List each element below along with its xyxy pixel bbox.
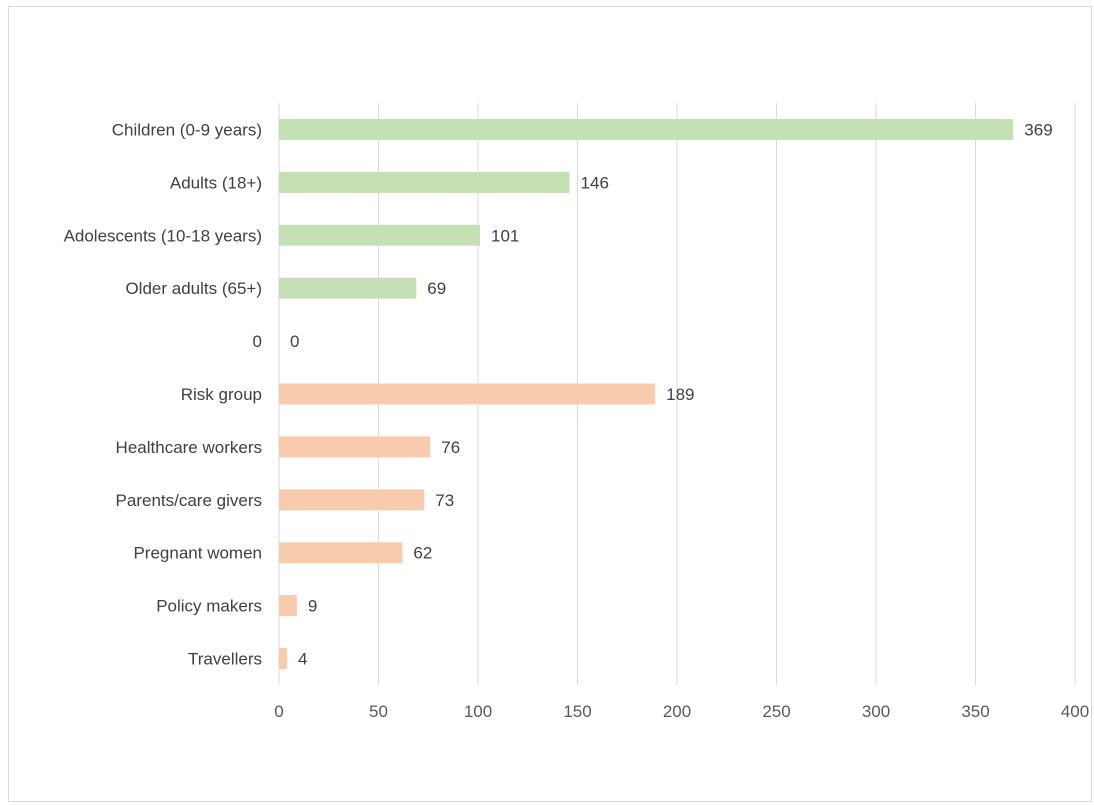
data-label: 69 <box>427 279 446 298</box>
data-label: 4 <box>298 650 307 669</box>
bar <box>279 489 425 511</box>
x-axis-tick-labels: 0 50 100 150 200 250 300 350 400 <box>274 702 1089 721</box>
data-label: 73 <box>435 491 454 510</box>
data-label: 189 <box>666 385 694 404</box>
data-label: 369 <box>1024 120 1052 139</box>
category-label: Healthcare workers <box>116 438 262 457</box>
category-label: Older adults (65+) <box>125 279 262 298</box>
category-label: Pregnant women <box>133 544 262 563</box>
bar <box>279 383 656 405</box>
category-label: Parents/care givers <box>116 491 262 510</box>
category-label: 0 <box>253 332 262 351</box>
x-tick-label: 250 <box>762 702 790 721</box>
data-label: 0 <box>290 332 299 351</box>
bar <box>279 118 1014 140</box>
data-label: 76 <box>441 438 460 457</box>
data-label: 9 <box>308 597 317 616</box>
category-label: Adults (18+) <box>170 173 262 192</box>
bar <box>279 224 480 246</box>
x-tick-label: 50 <box>369 702 388 721</box>
data-label: 146 <box>581 173 609 192</box>
x-tick-label: 0 <box>274 702 283 721</box>
bar <box>279 277 417 299</box>
category-label: Travellers <box>188 650 262 669</box>
x-tick-label: 300 <box>862 702 890 721</box>
bar <box>279 436 431 458</box>
bar <box>279 648 287 670</box>
x-tick-label: 150 <box>563 702 591 721</box>
bars <box>279 118 1014 670</box>
gridlines <box>278 103 1076 685</box>
data-labels: 369 146 101 69 0 189 76 73 62 9 4 <box>290 120 1053 668</box>
category-label: Policy makers <box>156 597 262 616</box>
x-tick-label: 200 <box>663 702 691 721</box>
data-label: 62 <box>413 544 432 563</box>
category-label: Adolescents (10-18 years) <box>64 226 262 245</box>
category-labels: Children (0-9 years) Adults (18+) Adolesce… <box>64 120 262 668</box>
x-tick-label: 350 <box>961 702 989 721</box>
bar <box>279 595 297 617</box>
bar <box>279 542 403 564</box>
data-label: 101 <box>491 226 519 245</box>
bar <box>279 171 570 193</box>
x-tick-label: 400 <box>1061 702 1089 721</box>
x-tick-label: 100 <box>464 702 492 721</box>
category-label: Children (0-9 years) <box>112 120 262 139</box>
category-label: Risk group <box>181 385 262 404</box>
